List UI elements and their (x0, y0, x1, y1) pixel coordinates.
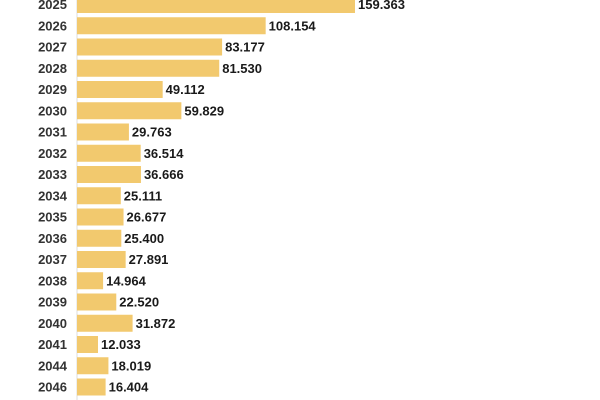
value-label-2041: 12.033 (101, 337, 141, 352)
bar-2037 (77, 251, 126, 268)
value-label-2030: 59.829 (184, 103, 224, 118)
bar-2028 (77, 59, 220, 77)
bar-2029 (77, 81, 163, 98)
category-label-2027: 2027 (38, 40, 67, 55)
bar-2046 (77, 378, 106, 396)
bar-2039 (77, 293, 117, 311)
category-label-2041: 2041 (38, 337, 67, 352)
bar-2035 (77, 208, 124, 226)
value-label-2034: 25.111 (124, 188, 162, 203)
bar-2025 (77, 0, 355, 13)
value-label-2031: 29.763 (132, 125, 172, 140)
bar-2038 (77, 272, 104, 290)
category-label-2044: 2044 (38, 358, 68, 373)
value-label-2032: 36.514 (144, 146, 185, 161)
value-label-2038: 14.964 (106, 273, 147, 288)
bar-2034 (77, 187, 121, 205)
category-label-2046: 2046 (38, 380, 67, 395)
category-label-2026: 2026 (38, 18, 67, 33)
bar-2036 (77, 229, 122, 247)
value-label-2025: 159.363 (358, 0, 405, 12)
bar-2030 (77, 102, 182, 120)
value-label-2035: 26.677 (127, 210, 167, 225)
value-label-2039: 22.520 (119, 295, 159, 310)
bar-2033 (77, 166, 141, 183)
value-label-2044: 18.019 (111, 358, 151, 373)
bar-2040 (77, 314, 133, 332)
value-label-2027: 83.177 (225, 40, 265, 55)
category-label-2032: 2032 (38, 146, 67, 161)
bar-2027 (77, 38, 223, 56)
category-label-2028: 2028 (38, 61, 67, 76)
value-label-2033: 36.666 (144, 167, 184, 182)
bar-2041 (77, 336, 98, 353)
category-label-2037: 2037 (38, 252, 67, 267)
bar-2026 (77, 17, 266, 35)
value-label-2028: 81.530 (222, 61, 262, 76)
value-label-2040: 31.872 (136, 316, 176, 331)
bar-2032 (77, 144, 141, 162)
category-label-2029: 2029 (38, 82, 67, 97)
category-label-2036: 2036 (38, 231, 67, 246)
bar-2044 (77, 357, 109, 375)
category-label-2033: 2033 (38, 167, 67, 182)
category-label-2034: 2034 (38, 188, 68, 203)
bar-2031 (77, 123, 129, 141)
value-label-2036: 25.400 (124, 231, 164, 246)
value-label-2029: 49.112 (166, 82, 205, 97)
category-label-2038: 2038 (38, 273, 67, 288)
value-label-2046: 16.404 (109, 380, 150, 395)
value-label-2026: 108.154 (269, 18, 317, 33)
category-label-2039: 2039 (38, 295, 67, 310)
category-label-2040: 2040 (38, 316, 67, 331)
value-label-2037: 27.891 (129, 252, 169, 267)
category-label-2031: 2031 (38, 125, 67, 140)
category-label-2035: 2035 (38, 210, 67, 225)
category-label-2030: 2030 (38, 103, 67, 118)
category-label-2025: 2025 (38, 0, 67, 12)
